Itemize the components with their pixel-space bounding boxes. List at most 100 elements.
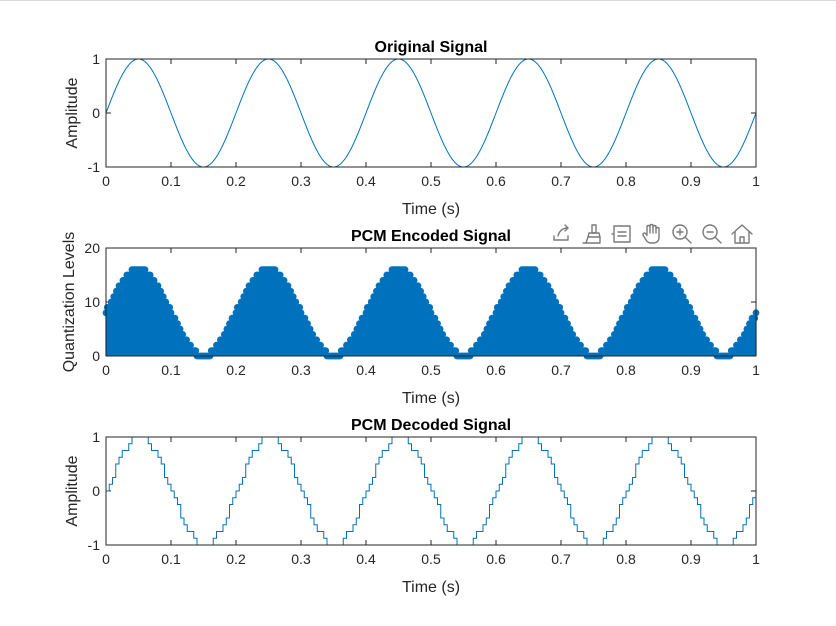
x-tick-label: 0.2 [226,173,246,189]
y-tick-label: 1 [92,51,100,67]
y-tick-label: 20 [84,240,100,256]
data-point [647,271,655,279]
data-point [317,341,324,349]
data-point [426,304,434,311]
data-point [157,287,165,295]
data-point [146,271,154,279]
data-point [422,298,430,306]
data-point [387,271,395,279]
data-point [556,304,564,311]
x-tick-label: 0.6 [486,551,506,567]
figure-top-rule [0,0,836,1]
y-tick-label: -1 [88,537,101,553]
data-point [475,341,483,349]
plot-pcm-encoded-signal: PCM Encoded Signal Time (s) Quantization… [61,228,760,407]
x-tick-label: 0.2 [226,551,246,567]
plot-title: Original Signal [375,39,488,56]
data-point [362,309,370,317]
stem-markers [102,266,760,360]
home-icon[interactable] [730,222,754,246]
data-point [504,287,512,295]
data-point [612,331,619,338]
data-point [491,314,499,322]
data-point [564,320,571,327]
data-point [443,336,450,344]
data-point [703,336,710,344]
data-point [106,304,114,311]
x-tick-label: 0.1 [161,173,181,189]
data-point [679,293,687,300]
pan-icon[interactable] [640,222,664,246]
axes-frame [105,58,757,168]
data-point [747,320,755,327]
data-point [536,271,544,279]
axes-toolbar [550,222,754,246]
data-point [369,298,376,306]
x-tick-label: 0.6 [486,173,506,189]
x-tick-label: 0.3 [291,551,311,567]
x-tick-label: 0.1 [161,362,181,378]
data-point [419,293,427,300]
data-point [284,282,292,290]
data-point [236,304,244,311]
x-axis-label: Time (s) [402,201,460,218]
data-point [447,341,454,349]
data-point [696,325,704,333]
data-point [742,331,749,338]
x-tick-label: 0.3 [291,362,311,378]
data-point [661,266,669,273]
zoom-out-icon[interactable] [700,222,724,246]
zoom-in-icon[interactable] [670,222,694,246]
data-point [540,277,548,284]
data-point [517,271,525,279]
data-point [549,293,557,300]
data-point [301,314,309,322]
x-tick-label: 0.4 [356,173,376,189]
data-point [114,287,122,295]
y-tick-label: -1 [88,159,101,175]
data-point [482,331,489,338]
x-axis-label: Time (s) [402,579,460,596]
data-point [248,282,256,290]
data-point [573,336,580,344]
data-point [731,347,739,354]
brush-icon[interactable] [580,222,604,246]
data-point [257,271,265,279]
x-tick-label: 1 [752,362,760,378]
x-tick-label: 0 [102,362,110,378]
data-point [401,266,409,273]
x-tick-label: 0.9 [681,362,701,378]
data-point [479,336,487,344]
x-tick-label: 0.7 [551,173,571,189]
data-point [215,341,223,349]
y-axis-label: Amplitude [64,455,81,526]
y-tick-label: 1 [92,429,100,445]
data-point [544,282,552,290]
data-point [166,304,174,311]
data-point [239,298,246,306]
data-point [670,277,678,284]
data-point [304,320,311,327]
data-point [686,304,694,311]
y-tick-labels: -1 0 1 [88,51,756,175]
data-point [439,331,447,338]
series-line [105,58,757,168]
x-tick-label: 0.8 [616,362,636,378]
data-point [297,309,305,317]
x-tick-label: 0 [102,551,110,567]
data-point [159,293,167,300]
data-point [224,325,232,333]
data-point [687,309,695,317]
export-icon[interactable] [550,222,574,246]
data-point [501,293,509,300]
data-point [349,336,357,344]
data-point [141,266,149,273]
series-stairs [106,436,757,546]
data-marks [105,58,757,168]
data-point [436,325,444,333]
data-point [179,331,187,338]
data-point [352,331,359,338]
data-point [621,314,629,322]
datatip-icon[interactable] [610,222,634,246]
